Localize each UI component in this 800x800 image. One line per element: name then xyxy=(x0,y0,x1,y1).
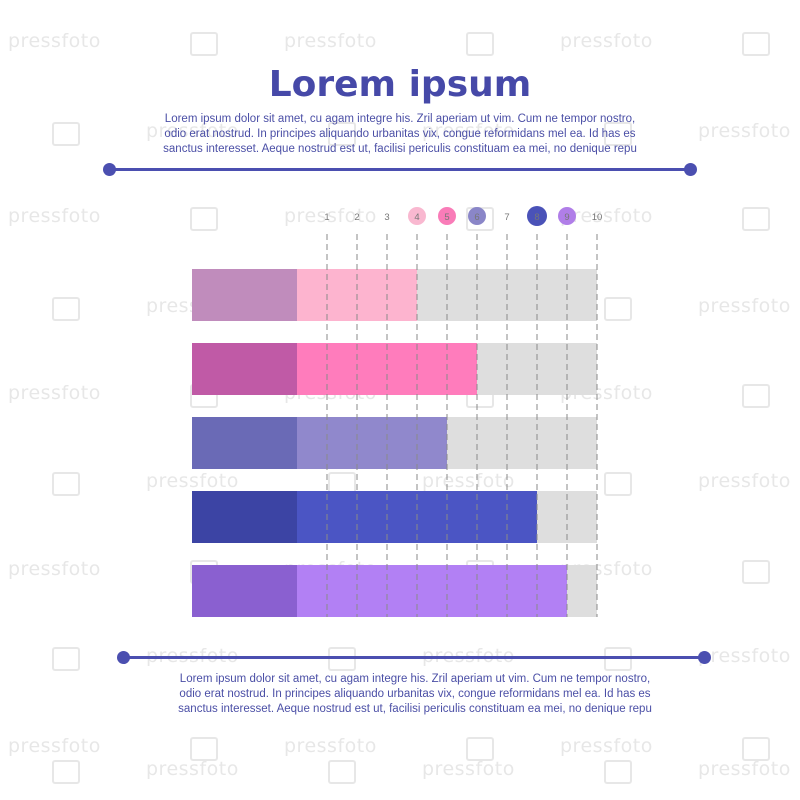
bar-label-block xyxy=(192,269,297,321)
intro-line: odio erat nostrud. In principes aliquand… xyxy=(164,128,636,140)
top-divider-right-dot xyxy=(684,163,697,176)
bar-label-block xyxy=(192,565,297,617)
intro-line: sanctus interesset. Aeque nostrud est ut… xyxy=(163,143,637,155)
tick-label: 2 xyxy=(354,212,359,223)
tick-marker xyxy=(408,207,426,225)
tick-label: 8 xyxy=(534,212,539,223)
outro-line: Lorem ipsum dolor sit amet, cu agam inte… xyxy=(179,673,651,685)
outro-line: odio erat nostrud. In principes aliquand… xyxy=(179,688,651,700)
top-divider-line xyxy=(109,168,691,171)
bar xyxy=(297,565,567,617)
page-title: Lorem ipsum xyxy=(268,64,532,105)
tick-marker xyxy=(558,207,576,225)
tick-label: 7 xyxy=(504,212,509,223)
tick-label: 4 xyxy=(414,212,419,223)
tick-marker xyxy=(438,207,456,225)
bar-label-block xyxy=(192,417,297,469)
tick-label: 10 xyxy=(592,212,603,223)
tick-label: 3 xyxy=(384,212,389,223)
bar-label-block xyxy=(192,491,297,543)
tick-marker xyxy=(468,207,486,225)
tick-label: 6 xyxy=(474,212,479,223)
intro-line: Lorem ipsum dolor sit amet, cu agam inte… xyxy=(164,113,636,125)
tick-label: 5 xyxy=(444,212,449,223)
intro-paragraph: Lorem ipsum dolor sit amet, cu agam inte… xyxy=(140,112,660,157)
tick-label: 9 xyxy=(564,212,569,223)
bottom-divider-left-dot xyxy=(117,651,130,664)
bottom-divider-line xyxy=(123,656,705,659)
top-divider-left-dot xyxy=(103,163,116,176)
tick-marker xyxy=(527,206,547,226)
bar-label-block xyxy=(192,343,297,395)
tick-label: 1 xyxy=(324,212,329,223)
outro-paragraph: Lorem ipsum dolor sit amet, cu agam inte… xyxy=(150,672,680,717)
outro-line: sanctus interesset. Aeque nostrud est ut… xyxy=(178,703,652,715)
bottom-divider-right-dot xyxy=(698,651,711,664)
bar xyxy=(297,417,447,469)
